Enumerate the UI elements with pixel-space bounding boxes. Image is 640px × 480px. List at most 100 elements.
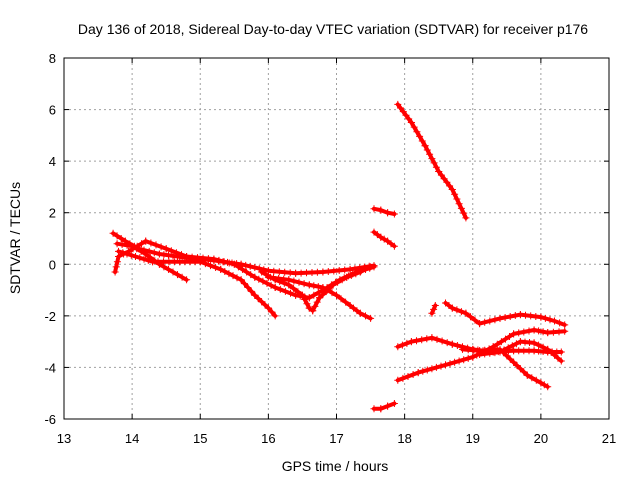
data-point xyxy=(305,294,313,302)
data-point xyxy=(384,402,392,410)
data-point xyxy=(522,311,529,319)
data-point xyxy=(448,186,456,193)
data-point xyxy=(457,204,465,212)
data-point xyxy=(313,298,321,306)
data-point xyxy=(271,312,279,320)
data-point xyxy=(178,251,185,259)
data-point xyxy=(423,366,431,374)
data-point xyxy=(311,302,319,310)
data-point xyxy=(123,250,131,258)
data-point xyxy=(113,240,121,248)
data-point xyxy=(356,268,364,276)
series-s12 xyxy=(394,326,569,384)
data-point xyxy=(551,317,558,325)
data-point xyxy=(399,374,407,382)
series-s8 xyxy=(370,228,398,250)
data-point xyxy=(113,232,121,240)
data-point xyxy=(390,242,398,250)
data-point xyxy=(316,294,323,302)
data-point xyxy=(398,341,406,349)
data-point xyxy=(270,267,278,275)
data-point xyxy=(530,339,538,347)
data-point xyxy=(128,242,136,250)
data-point xyxy=(432,163,440,171)
x-tick-label: 14 xyxy=(125,431,139,446)
data-point xyxy=(544,383,552,391)
series-s6 xyxy=(264,273,375,322)
data-point xyxy=(247,271,255,279)
data-point xyxy=(440,175,448,183)
data-point xyxy=(486,349,494,357)
data-point xyxy=(431,302,439,309)
data-point xyxy=(334,278,342,286)
data-point xyxy=(448,304,456,312)
data-point xyxy=(410,123,418,131)
data-point xyxy=(157,243,165,251)
data-point xyxy=(319,284,327,291)
y-axis-label: SDTVAR / TECUs xyxy=(7,182,23,294)
y-tick-label: 2 xyxy=(49,206,56,221)
data-point xyxy=(160,251,168,259)
data-point xyxy=(512,340,520,348)
data-point xyxy=(246,262,254,270)
data-point xyxy=(251,273,259,281)
data-point xyxy=(394,376,402,384)
data-point xyxy=(557,348,565,356)
data-point xyxy=(174,271,181,279)
data-point xyxy=(532,313,540,320)
data-point xyxy=(497,338,505,346)
data-point xyxy=(496,314,504,322)
data-point xyxy=(341,266,349,274)
data-point xyxy=(137,247,145,255)
data-point xyxy=(212,264,220,271)
data-point xyxy=(112,263,120,271)
data-point xyxy=(462,214,470,222)
data-point xyxy=(251,264,259,271)
data-point xyxy=(527,312,535,320)
series-trace xyxy=(372,206,397,216)
data-point xyxy=(399,108,407,116)
data-point xyxy=(430,305,438,313)
data-point xyxy=(201,260,209,268)
data-point xyxy=(419,367,427,375)
data-point xyxy=(237,276,245,284)
data-point xyxy=(167,247,175,255)
data-point xyxy=(455,357,463,365)
data-point xyxy=(453,342,461,349)
data-point xyxy=(255,275,263,283)
data-point xyxy=(510,358,518,366)
data-point xyxy=(491,316,499,324)
data-point xyxy=(268,308,276,316)
data-point xyxy=(261,301,269,309)
data-point xyxy=(142,250,150,258)
data-point xyxy=(377,206,385,214)
data-point xyxy=(520,328,528,336)
data-point xyxy=(217,265,225,273)
data-point xyxy=(423,146,431,154)
data-point xyxy=(140,255,148,263)
data-point xyxy=(155,250,163,258)
data-point xyxy=(438,337,446,345)
data-point xyxy=(506,333,513,340)
data-point xyxy=(433,335,441,343)
data-point xyxy=(557,357,565,365)
data-point xyxy=(287,289,294,297)
data-point xyxy=(258,268,266,276)
x-tick-label: 16 xyxy=(261,431,275,446)
data-point xyxy=(501,314,509,321)
data-point xyxy=(152,241,160,249)
data-point xyxy=(551,351,558,359)
data-point xyxy=(275,275,283,282)
y-tick-label: 8 xyxy=(49,51,56,66)
data-point xyxy=(289,284,297,292)
data-point xyxy=(502,335,509,343)
data-point xyxy=(229,272,237,280)
data-point xyxy=(115,247,122,255)
data-point xyxy=(346,265,354,273)
data-point xyxy=(541,314,549,322)
data-point xyxy=(337,295,345,303)
y-tick-label: 6 xyxy=(49,103,56,118)
data-point xyxy=(525,327,533,335)
data-point xyxy=(390,400,398,407)
